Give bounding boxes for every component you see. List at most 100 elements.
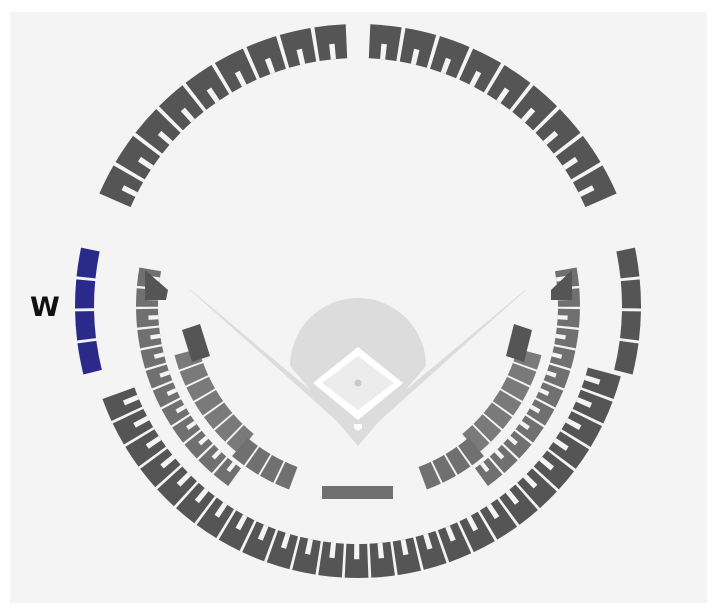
- outer-bottom-section-8[interactable]: [218, 510, 255, 551]
- inner-section-right-5[interactable]: [483, 402, 513, 430]
- aisle-gap: [410, 48, 420, 65]
- aisle-gap: [304, 538, 313, 555]
- aisle-gap: [206, 87, 220, 104]
- playing-field: [190, 290, 526, 446]
- inner-bottom-right-4[interactable]: [418, 461, 441, 490]
- section-e-4[interactable]: [616, 247, 640, 279]
- upper-section-left-3[interactable]: [246, 36, 286, 79]
- section-e-2[interactable]: [620, 311, 641, 341]
- outer-bottom-section-17[interactable]: [437, 522, 472, 563]
- section-e-3[interactable]: [620, 279, 641, 309]
- upper-section-right-4[interactable]: [459, 48, 502, 93]
- inner-bottom-left-2[interactable]: [245, 446, 271, 475]
- middle-section-right-7[interactable]: [535, 382, 564, 408]
- outer-bottom-section-15[interactable]: [392, 537, 422, 576]
- aisle-gap: [296, 48, 306, 65]
- middle-section-right-5[interactable]: [549, 346, 576, 369]
- outer-bottom-section-18[interactable]: [459, 511, 495, 553]
- inner-bottom-right-3[interactable]: [432, 454, 456, 483]
- inner-section-right-7[interactable]: [462, 425, 490, 454]
- middle-section-left-3[interactable]: [136, 308, 159, 328]
- section-w-4[interactable]: [76, 247, 100, 279]
- section-w-3[interactable]: [75, 279, 96, 309]
- field-box-left[interactable]: [182, 324, 210, 362]
- aisle-gap: [214, 502, 228, 518]
- inner-bottom-right-1[interactable]: [458, 437, 484, 466]
- inner-section-right-3[interactable]: [500, 376, 530, 401]
- outer-bottom-section-25[interactable]: [572, 389, 613, 424]
- aisle-gap: [226, 461, 236, 473]
- aisle-gap: [137, 156, 154, 170]
- aisle-gap: [480, 461, 490, 473]
- inner-section-left-4[interactable]: [194, 389, 224, 416]
- upper-section-right-9[interactable]: [572, 165, 617, 208]
- aisle-gap: [494, 449, 505, 460]
- aisle-gap: [133, 415, 150, 428]
- outer-bottom-section-14[interactable]: [369, 541, 395, 578]
- outer-bottom-section-26[interactable]: [581, 367, 621, 400]
- aisle-gap: [523, 473, 538, 489]
- middle-section-left-5[interactable]: [140, 346, 167, 369]
- aisle-gap: [211, 449, 222, 460]
- aisle-gap: [519, 420, 530, 430]
- outer-bottom-section-11[interactable]: [292, 536, 321, 575]
- inner-bottom-left-1[interactable]: [232, 437, 258, 466]
- section-w-label: W: [30, 292, 60, 323]
- press-box-section[interactable]: [322, 486, 393, 499]
- middle-section-right-4[interactable]: [554, 327, 579, 349]
- aisle-gap: [159, 370, 171, 378]
- outer-bottom-section-16[interactable]: [415, 531, 447, 570]
- outer-bottom-section-13[interactable]: [344, 543, 369, 578]
- inner-section-left-6[interactable]: [214, 414, 243, 442]
- middle-section-right-3[interactable]: [557, 308, 580, 328]
- field-box-right[interactable]: [506, 324, 532, 362]
- outer-bottom-section-12[interactable]: [318, 541, 344, 578]
- upper-section-right-3[interactable]: [430, 36, 470, 79]
- aisle-gap: [575, 397, 593, 408]
- aisle-gap: [521, 107, 536, 123]
- inner-section-left-7[interactable]: [226, 425, 254, 454]
- inner-section-left-2[interactable]: [179, 362, 209, 386]
- middle-section-left-4[interactable]: [137, 327, 162, 349]
- section-w-2[interactable]: [75, 311, 96, 341]
- inner-section-left-5[interactable]: [203, 402, 233, 430]
- outer-bottom-section-2[interactable]: [112, 408, 154, 445]
- aisle-gap: [400, 539, 409, 556]
- outer-bottom-section-9[interactable]: [242, 521, 276, 562]
- aisle-gap: [235, 514, 248, 531]
- aisle-gap: [166, 387, 178, 397]
- dugout-box-right[interactable]: [551, 270, 572, 300]
- outer-bottom-section-1[interactable]: [102, 387, 143, 421]
- upper-section-left-2[interactable]: [279, 28, 317, 68]
- aisle-gap: [486, 503, 500, 520]
- inner-bottom-left-3[interactable]: [260, 454, 284, 483]
- section-w-1[interactable]: [77, 340, 102, 375]
- upper-section-right-1[interactable]: [368, 24, 402, 61]
- inner-section-left-3[interactable]: [186, 376, 216, 401]
- outer-bottom-section-24[interactable]: [561, 411, 603, 447]
- aisle-gap: [469, 70, 482, 87]
- middle-section-left-7[interactable]: [152, 382, 181, 408]
- aisle-gap: [529, 404, 541, 414]
- aisle-gap: [194, 488, 209, 504]
- middle-section-right-6[interactable]: [543, 364, 571, 389]
- inner-section-right-6[interactable]: [473, 414, 502, 442]
- inner-bottom-right-2[interactable]: [445, 446, 471, 475]
- outer-bottom-section-10[interactable]: [266, 530, 299, 570]
- upper-section-right-2[interactable]: [399, 28, 437, 68]
- section-e-1[interactable]: [614, 340, 639, 375]
- aisle-gap: [507, 435, 518, 446]
- aisle-gap: [445, 525, 456, 542]
- aisle-gap: [555, 333, 566, 340]
- inner-bottom-left-4[interactable]: [275, 461, 298, 490]
- dugout-box-left[interactable]: [145, 270, 168, 300]
- upper-section-left-9[interactable]: [99, 165, 144, 208]
- inner-section-right-2[interactable]: [507, 362, 537, 386]
- upper-section-left-4[interactable]: [214, 48, 257, 93]
- upper-section-left-1[interactable]: [314, 24, 348, 61]
- aisle-gap: [148, 315, 159, 320]
- aisle-gap: [257, 524, 269, 541]
- inner-section-right-4[interactable]: [492, 389, 522, 416]
- middle-section-left-6[interactable]: [145, 364, 173, 389]
